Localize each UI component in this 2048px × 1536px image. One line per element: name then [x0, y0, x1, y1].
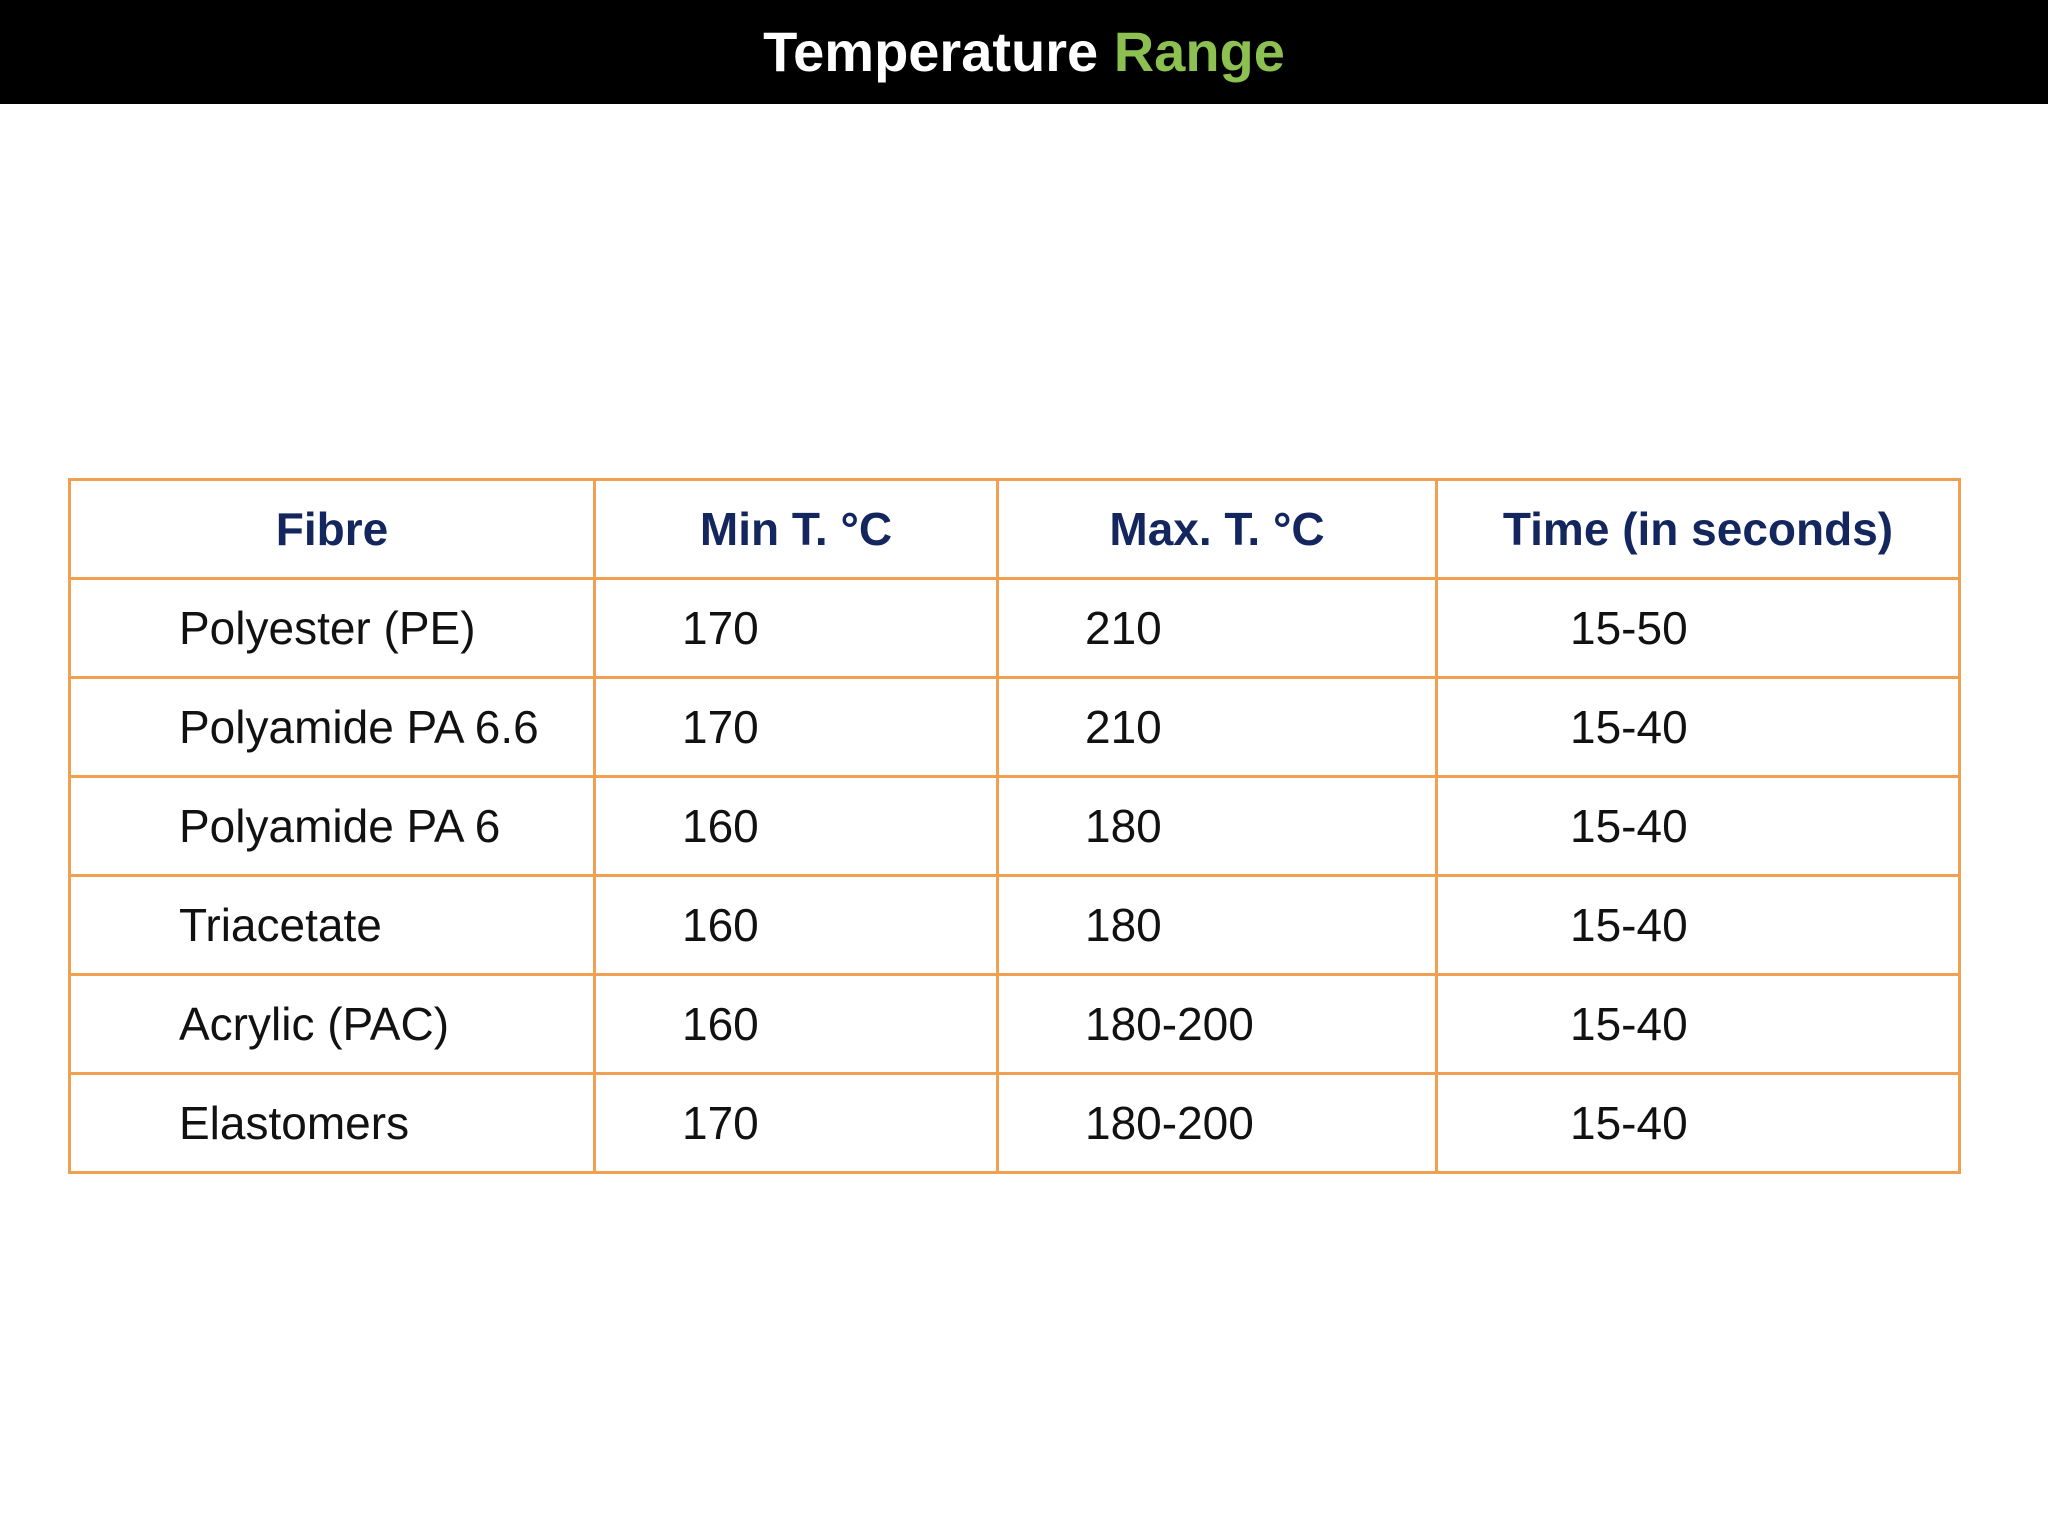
table-row: Elastomers 170 180-200 15-40 — [68, 1072, 1961, 1174]
value-cell: 15-40 — [1435, 973, 1961, 1075]
value-cell: 180 — [996, 775, 1438, 877]
data-table: Fibre Min T. °C Max. T. °C Time (in seconds… — [68, 478, 1961, 1174]
fibre-cell: Polyamide PA 6.6 — [68, 676, 596, 778]
value-cell: 160 — [593, 874, 999, 976]
fibre-cell: Triacetate — [68, 874, 596, 976]
fibre-cell: Acrylic (PAC) — [68, 973, 596, 1075]
value-cell: 15-50 — [1435, 577, 1961, 679]
title: Temperature — [763, 20, 1099, 83]
title-bar: Temperature Range — [0, 0, 2048, 104]
table-row: Polyester (PE) 170 210 15-50 — [68, 577, 1961, 679]
value-cell: 15-40 — [1435, 676, 1961, 778]
value-cell: 15-40 — [1435, 1072, 1961, 1174]
value-cell: 210 — [996, 676, 1438, 778]
value-cell: 160 — [593, 775, 999, 877]
value-cell: 15-40 — [1435, 775, 1961, 877]
column-header: Fibre — [68, 478, 596, 580]
fibre-cell: Polyamide PA 6 — [68, 775, 596, 877]
fibre-cell: Elastomers — [68, 1072, 596, 1174]
table-body: Polyester (PE) 170 210 15-50 Polyamide PA 6.… — [68, 577, 1961, 1174]
value-cell: 170 — [593, 577, 999, 679]
value-cell: 15-40 — [1435, 874, 1961, 976]
column-header: Time (in seconds) — [1435, 478, 1961, 580]
value-cell: 160 — [593, 973, 999, 1075]
table-row: Polyamide PA 6.6 170 210 15-40 — [68, 676, 1961, 778]
value-cell: 210 — [996, 577, 1438, 679]
column-header: Max. T. °C — [996, 478, 1438, 580]
fibre-cell: Polyester (PE) — [68, 577, 596, 679]
value-cell: 170 — [593, 676, 999, 778]
value-cell: 180-200 — [996, 973, 1438, 1075]
column-header: Min T. °C — [593, 478, 999, 580]
value-cell: 180-200 — [996, 1072, 1438, 1174]
table-row: Triacetate 160 180 15-40 — [68, 874, 1961, 976]
value-cell: 180 — [996, 874, 1438, 976]
title-highlight: Range — [1113, 20, 1285, 83]
table-row: Polyamide PA 6 160 180 15-40 — [68, 775, 1961, 877]
header-row: Fibre Min T. °C Max. T. °C Time (in seconds… — [68, 478, 1961, 580]
value-cell: 170 — [593, 1072, 999, 1174]
table-row: Acrylic (PAC) 160 180-200 15-40 — [68, 973, 1961, 1075]
